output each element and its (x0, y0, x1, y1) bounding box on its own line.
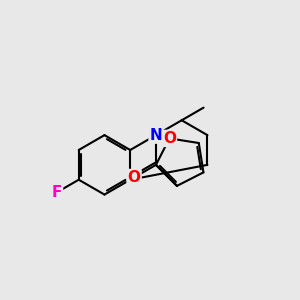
Text: F: F (52, 185, 62, 200)
Text: O: O (163, 131, 176, 146)
Text: O: O (128, 170, 141, 185)
Text: N: N (150, 128, 162, 142)
